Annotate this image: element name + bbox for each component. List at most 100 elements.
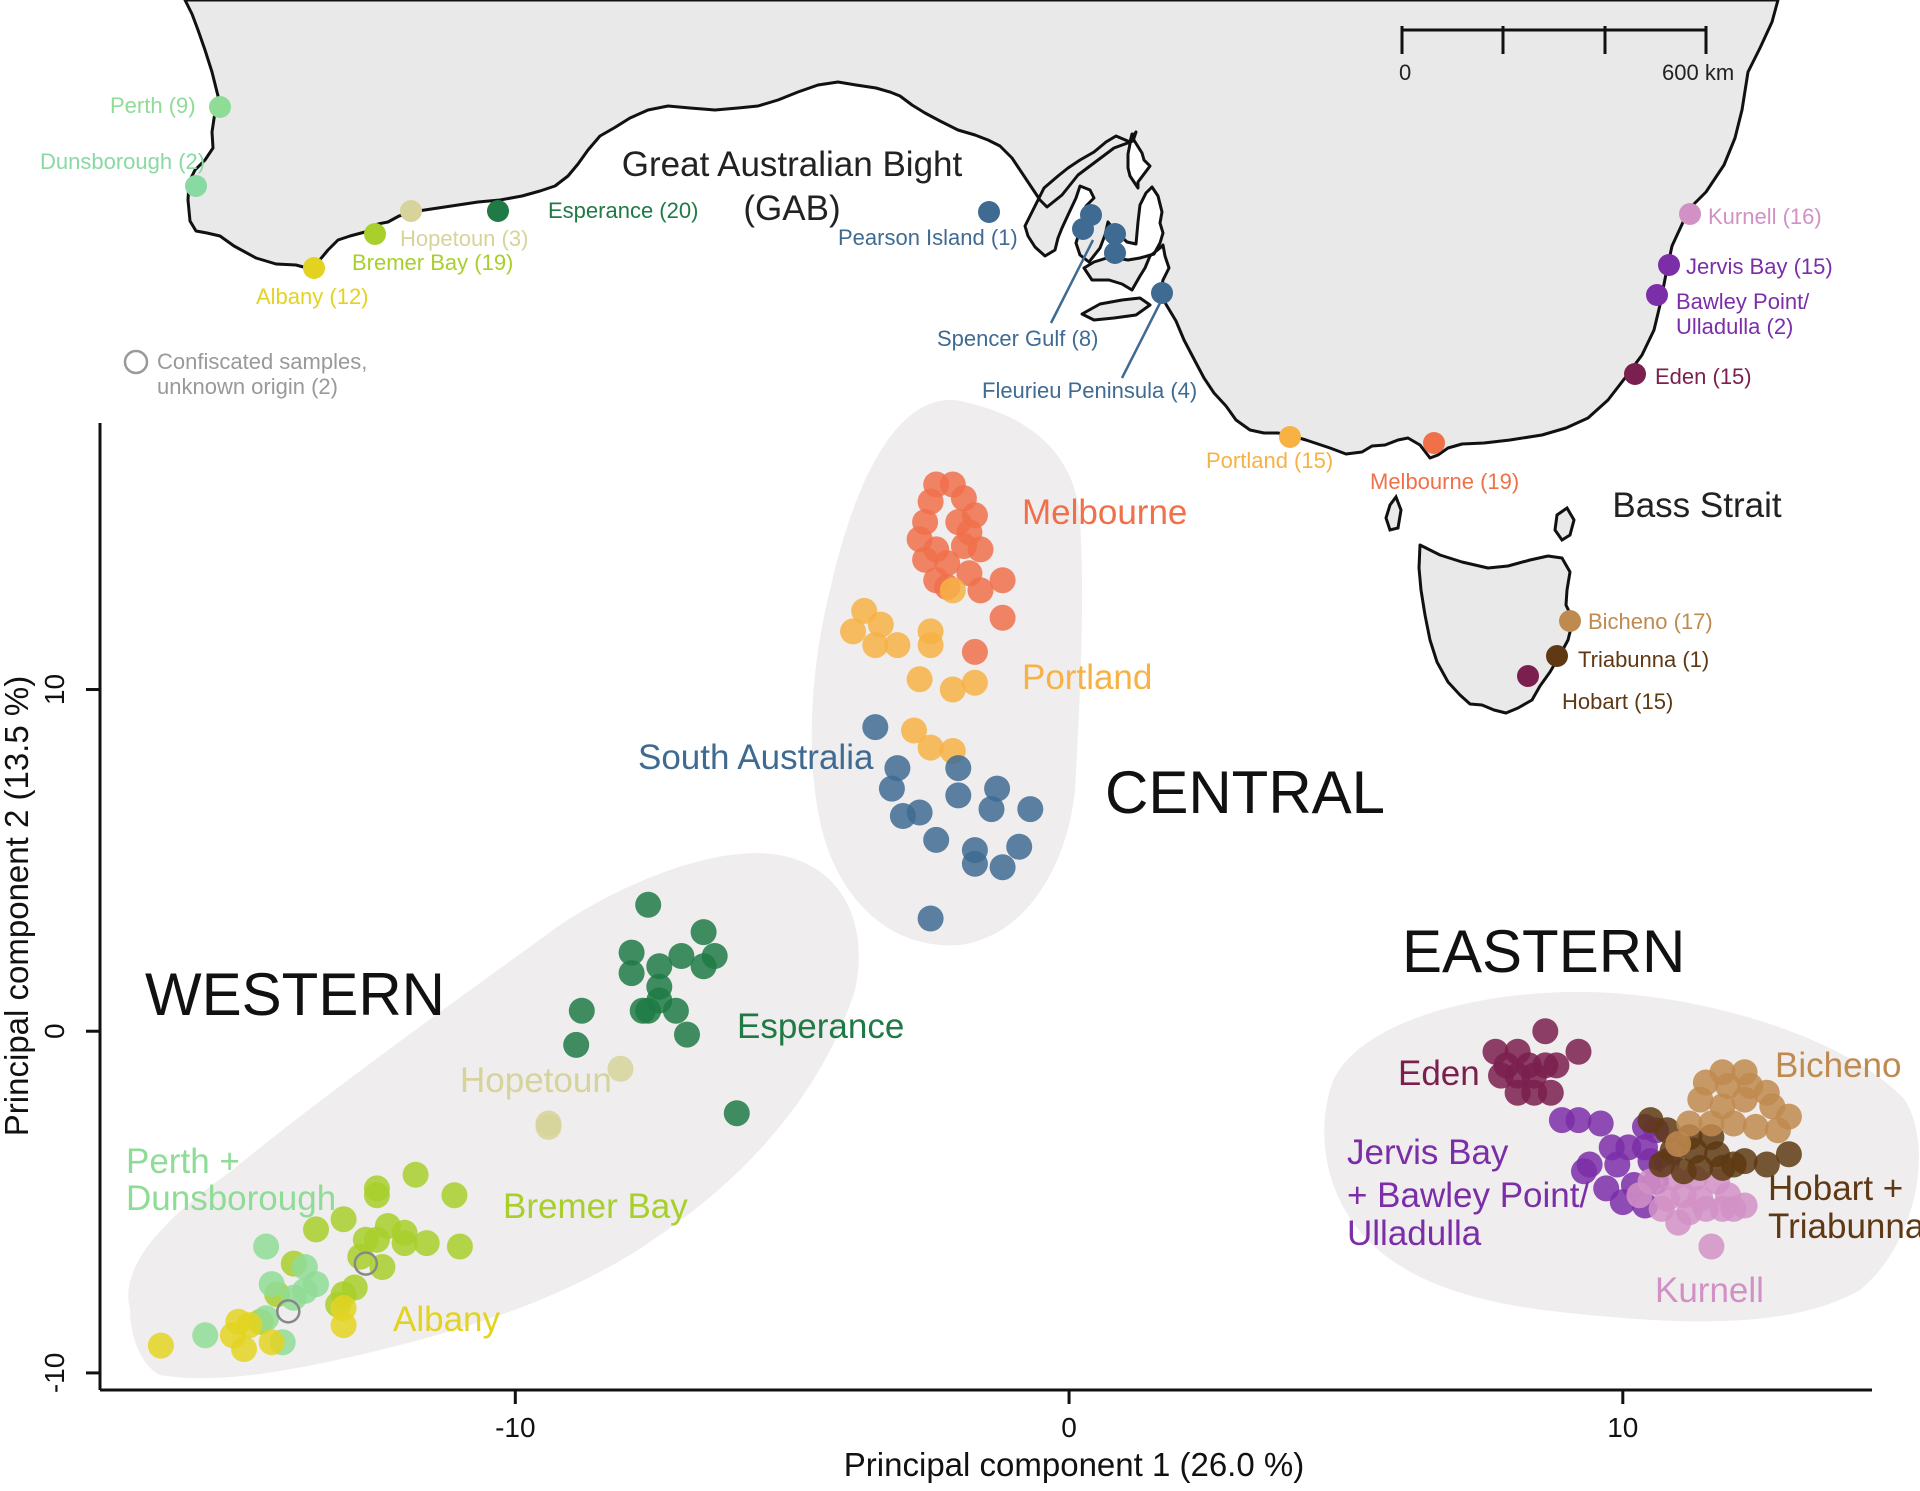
- cluster-label-hobart-2: Triabunna: [1768, 1207, 1920, 1246]
- cluster-label-albany: Albany: [393, 1300, 501, 1339]
- cluster-label-kurnell: Kurnell: [1655, 1271, 1764, 1310]
- point-sa: [984, 775, 1011, 802]
- site-dot-fleurieu: [1151, 282, 1173, 304]
- scale-start-label: 0: [1399, 60, 1411, 85]
- site-label-albany: Albany (12): [256, 284, 369, 309]
- point-portland: [917, 632, 944, 659]
- point-confiscated: [353, 1251, 379, 1276]
- point-bremer: [330, 1206, 357, 1233]
- group-label-central: CENTRAL: [1105, 759, 1385, 826]
- site-label-hobart: Hobart (15): [1562, 689, 1673, 714]
- gab-title-line2: (GAB): [743, 189, 840, 228]
- point-portland: [862, 632, 889, 659]
- mainland-landmass: [183, 0, 1780, 460]
- point-esperance: [723, 1100, 750, 1127]
- point-bicheno: [1698, 1110, 1725, 1137]
- group-label-eastern: EASTERN: [1402, 918, 1685, 985]
- cluster-label-portland: Portland: [1022, 658, 1152, 697]
- point-bremer: [363, 1182, 390, 1209]
- site-label-portland: Portland (15): [1206, 448, 1333, 473]
- point-bicheno: [1665, 1131, 1692, 1157]
- point-bremer: [413, 1230, 440, 1257]
- point-sa: [961, 850, 988, 877]
- point-melbourne: [917, 488, 944, 515]
- pca-plot: -10 0 10 -10 0 10 Principal component 1 (26.0…: [0, 399, 1920, 1483]
- point-hobart: [1731, 1148, 1758, 1175]
- point-eden: [1543, 1052, 1570, 1079]
- point-bicheno: [1687, 1086, 1714, 1113]
- point-perth: [280, 1284, 307, 1311]
- axis-ticks: -10 0 10 -10 0 10: [39, 674, 1638, 1443]
- point-hobart: [1753, 1151, 1780, 1178]
- point-esperance: [618, 939, 645, 966]
- site-dot-pearson: [978, 201, 1000, 223]
- site-dot-perth: [209, 96, 231, 118]
- point-portland: [840, 618, 867, 645]
- point-sa: [906, 799, 933, 826]
- site-dot-melbourne: [1423, 432, 1445, 454]
- western-hull: [128, 852, 859, 1379]
- point-esperance: [635, 891, 662, 918]
- site-label-bawley: Bawley Point/ Ulladulla (2): [1676, 289, 1815, 339]
- point-hobart: [1670, 1158, 1697, 1185]
- site-label-esperance: Esperance (20): [548, 198, 698, 223]
- x-tick-label: 0: [1061, 1412, 1077, 1443]
- point-portland: [867, 611, 894, 638]
- scale-end-label: 600 km: [1662, 60, 1734, 85]
- site-dot-triabunna: [1546, 645, 1568, 667]
- point-esperance: [674, 1021, 700, 1048]
- map-site-labels: Perth (9) Dunsborough (2) Hopetoun (3) E…: [40, 93, 1833, 714]
- point-portland: [939, 577, 966, 604]
- gab-title-line1: Great Australian Bight: [622, 145, 963, 184]
- point-jervis: [1604, 1151, 1631, 1178]
- point-albany: [330, 1312, 357, 1339]
- cluster-label-perth-2: Dunsborough: [126, 1179, 336, 1218]
- point-bicheno: [1764, 1117, 1791, 1144]
- kangaroo-island: [1080, 296, 1152, 322]
- map-site-dots: [123, 96, 1701, 687]
- point-kurnell: [1698, 1233, 1725, 1260]
- central-hull: [811, 399, 1083, 946]
- point-confiscated: [276, 1299, 301, 1324]
- y-axis-title: Principal component 2 (13.5 %): [0, 676, 35, 1136]
- point-bremer: [369, 1254, 396, 1280]
- point-portland: [901, 717, 927, 744]
- point-sa: [978, 796, 1005, 823]
- site-dot-bremer: [364, 223, 386, 245]
- point-bremer: [363, 1226, 390, 1253]
- cluster-labels: Melbourne Portland South Australia Esper…: [126, 493, 1920, 1339]
- y-tick-label: -10: [39, 1353, 70, 1393]
- point-esperance: [568, 997, 595, 1024]
- point-portland: [939, 676, 966, 703]
- scale-bar: [1400, 26, 1708, 54]
- scatter-points: [147, 471, 1802, 1362]
- point-esperance: [668, 943, 695, 969]
- point-bremer: [441, 1182, 468, 1209]
- point-hopetoun: [535, 1113, 562, 1140]
- point-esperance: [662, 997, 689, 1024]
- point-sa: [1017, 796, 1044, 823]
- cluster-label-perth-1: Perth +: [126, 1142, 240, 1181]
- x-tick-label: -10: [495, 1412, 535, 1443]
- site-dot-spencer-3: [1104, 223, 1126, 245]
- bass-strait-label: Bass Strait: [1612, 486, 1781, 525]
- point-portland: [906, 666, 933, 693]
- point-jervis: [1587, 1110, 1614, 1137]
- flinders-island: [1553, 505, 1576, 543]
- site-dot-spencer-4: [1104, 242, 1126, 264]
- cluster-label-hopetoun: Hopetoun: [460, 1061, 612, 1100]
- cluster-label-bremer: Bremer Bay: [503, 1187, 688, 1226]
- point-hobart: [1709, 1154, 1736, 1181]
- point-hobart: [1648, 1151, 1675, 1178]
- point-hobart: [1775, 1141, 1802, 1168]
- confiscated-legend-line1: Confiscated samples,: [157, 349, 367, 374]
- point-portland: [884, 632, 911, 659]
- point-perth: [192, 1322, 219, 1349]
- point-melbourne: [967, 536, 994, 563]
- point-bicheno: [1742, 1113, 1769, 1140]
- point-esperance: [646, 953, 673, 980]
- cluster-label-jervis-3: Ulladulla: [1347, 1214, 1482, 1253]
- point-bicheno: [1720, 1110, 1747, 1137]
- point-esperance: [690, 919, 717, 946]
